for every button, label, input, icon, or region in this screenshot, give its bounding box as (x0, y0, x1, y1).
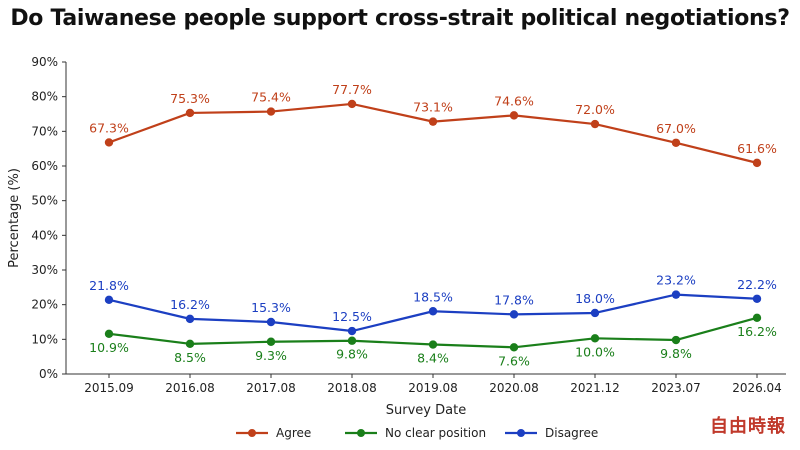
disagree-point (104, 295, 114, 305)
agree-data-label: 75.3% (170, 91, 210, 106)
no-clear-position-data-label: 10.9% (89, 340, 129, 355)
x-tick-label: 2016.08 (165, 381, 215, 395)
x-tick-label: 2023.07 (651, 381, 701, 395)
disagree-point (185, 314, 195, 324)
disagree-data-label: 18.0% (575, 291, 615, 306)
no-clear-position-data-label: 10.0% (575, 344, 615, 359)
disagree-data-label: 18.5% (413, 289, 453, 304)
no-clear-position-data-label: 8.5% (174, 350, 206, 365)
y-tick-label: 60% (31, 159, 58, 173)
y-tick-label: 90% (31, 55, 58, 69)
disagree-point (509, 310, 519, 319)
disagree-point (347, 326, 357, 336)
disagree-point (428, 307, 438, 316)
y-tick-label: 50% (31, 194, 58, 208)
x-tick-label: 2026.04 (732, 381, 782, 395)
disagree-data-label: 16.2% (170, 297, 210, 312)
y-tick-label: 10% (31, 332, 58, 346)
no-clear-position-point (428, 340, 438, 349)
chart-axes (65, 62, 786, 375)
agree-point (752, 158, 762, 168)
watermark-logo: 自由時報 (710, 416, 786, 437)
y-axis-ticks: 0% 10% 20% 30% 40% 50% 60% 70% 80% 90% (31, 55, 66, 381)
agree-data-label: 74.6% (494, 93, 534, 108)
legend-marker-disagree (517, 429, 525, 437)
legend-label-agree: Agree (276, 426, 311, 440)
y-tick-label: 30% (31, 263, 58, 277)
disagree-data-label: 12.5% (332, 309, 372, 324)
legend: Agree No clear position Disagree (236, 426, 598, 440)
no-clear-position-data-label: 8.4% (417, 351, 449, 366)
disagree-point (752, 294, 762, 303)
x-tick-label: 2019.08 (408, 381, 458, 395)
no-clear-position-point (590, 334, 600, 343)
agree-point (590, 119, 600, 129)
y-tick-label: 70% (31, 124, 58, 138)
agree-point (104, 138, 114, 147)
agree-data-label: 67.3% (89, 120, 129, 135)
x-axis-ticks: 2015.09 2016.08 2017.08 2018.08 2019.08 2020.… (84, 374, 782, 395)
no-clear-position-data-label: 9.8% (660, 346, 692, 361)
agree-data-label: 61.6% (737, 141, 777, 156)
no-clear-position-data-label: 16.2% (737, 324, 777, 339)
no-clear-position-point (347, 336, 357, 345)
agree-point (509, 111, 519, 120)
y-tick-label: 40% (31, 228, 58, 242)
disagree-point (266, 317, 276, 327)
agree-point (185, 108, 195, 118)
no-clear-position-data-label: 9.3% (255, 348, 287, 363)
agree-point (266, 107, 276, 116)
disagree-data-label: 17.8% (494, 292, 534, 307)
y-tick-label: 20% (31, 298, 58, 312)
x-tick-label: 2015.09 (84, 381, 134, 395)
x-axis-title: Survey Date (386, 403, 466, 418)
no-clear-position-point (104, 329, 114, 338)
legend-marker-agree (248, 429, 256, 437)
no-clear-position-data-label: 9.8% (336, 347, 368, 362)
disagree-point (671, 290, 681, 299)
no-clear-position-point (266, 337, 276, 346)
agree-point (671, 138, 681, 147)
y-tick-label: 80% (31, 90, 58, 104)
chart-title: Do Taiwanese people support cross-strait… (10, 6, 790, 31)
agree-data-label: 75.4% (251, 90, 291, 105)
no-clear-position-data-label: 7.6% (498, 353, 530, 368)
y-tick-label: 0% (39, 367, 58, 381)
x-tick-label: 2020.08 (489, 381, 539, 395)
x-tick-label: 2017.08 (246, 381, 296, 395)
no-clear-position-point (671, 335, 681, 345)
agree-data-label: 72.0% (575, 102, 615, 117)
series-layer (104, 99, 762, 352)
disagree-data-label: 23.2% (656, 273, 696, 288)
agree-data-label: 77.7% (332, 82, 372, 97)
agree-data-label: 67.0% (656, 121, 696, 136)
agree-point (428, 117, 438, 126)
disagree-data-label: 15.3% (251, 300, 291, 315)
no-clear-position-point (185, 339, 195, 349)
legend-label-disagree: Disagree (545, 426, 598, 440)
x-tick-label: 2021.12 (570, 381, 620, 395)
no-clear-position-point (752, 313, 762, 323)
disagree-data-label: 22.2% (737, 277, 777, 292)
no-clear-position-point (509, 343, 519, 352)
disagree-data-label: 21.8% (89, 278, 129, 293)
legend-label-no-clear-position: No clear position (385, 426, 486, 440)
agree-point (347, 99, 357, 109)
x-tick-label: 2018.08 (327, 381, 377, 395)
legend-marker-no-clear-position (357, 429, 365, 437)
disagree-point (590, 308, 600, 318)
agree-data-label: 73.1% (413, 100, 453, 115)
y-axis-title: Percentage (%) (7, 168, 22, 268)
data-labels: 67.3% 75.3% 75.4% 77.7% 73.1% 74.6% 72.0% 67.0%… (89, 82, 777, 368)
